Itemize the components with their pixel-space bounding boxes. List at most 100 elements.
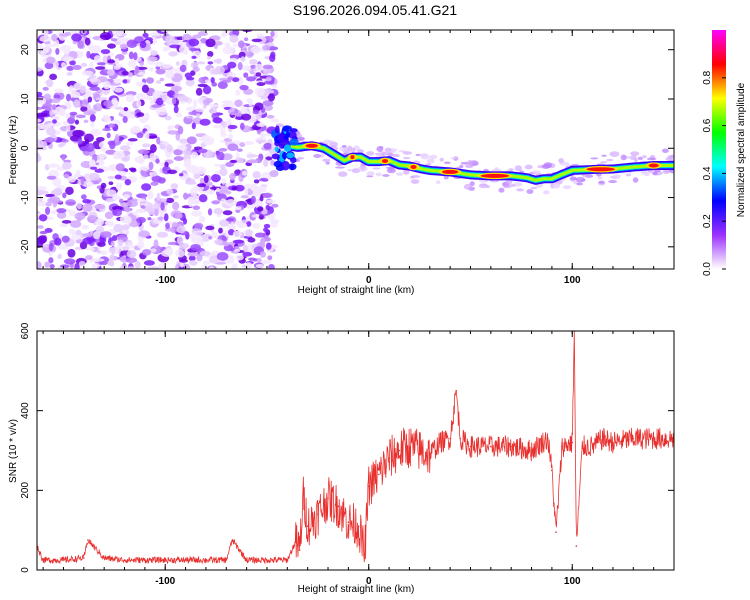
noise-speckle	[73, 99, 81, 109]
noise-speckle	[202, 104, 207, 109]
noise-speckle	[245, 229, 253, 237]
noise-speckle	[45, 44, 50, 53]
snr-y-tick-label: 400	[20, 402, 31, 419]
noise-speckle	[86, 50, 91, 59]
noise-speckle	[61, 154, 66, 161]
noise-speckle	[198, 194, 208, 203]
noise-speckle	[147, 266, 160, 269]
noise-speckle	[46, 56, 56, 64]
noise-speckle	[125, 257, 138, 263]
ridge-haze	[640, 169, 648, 175]
ridge-haze	[402, 151, 413, 155]
noise-speckle	[162, 47, 168, 52]
noise-speckle	[221, 100, 233, 104]
noise-speckle	[126, 249, 137, 258]
colorbar: 0.0 0.2 0.4 0.6 0.8 Normalized spectral ampl…	[702, 30, 747, 276]
noise-speckle	[228, 133, 234, 140]
noise-speckle	[64, 31, 71, 37]
noise-speckle	[99, 231, 112, 238]
noise-speckle	[99, 250, 108, 256]
noise-speckle	[155, 80, 162, 84]
noise-speckle	[66, 175, 77, 183]
noise-speckle	[117, 170, 127, 176]
noise-speckle	[235, 255, 244, 261]
noise-speckle	[52, 104, 57, 110]
noise-speckle	[97, 241, 106, 247]
noise-speckle	[104, 211, 114, 220]
ridge-haze	[503, 186, 512, 189]
ridge-haze	[386, 168, 396, 174]
noise-speckle	[207, 61, 214, 65]
snr-data-point	[601, 437, 604, 440]
snr-data-point	[551, 469, 553, 472]
noise-speckle	[89, 61, 94, 70]
ridge-haze	[620, 154, 627, 161]
ridge-haze	[325, 161, 330, 165]
noise-speckle	[160, 202, 165, 211]
noise-speckle	[253, 200, 264, 208]
noise-speckle	[68, 210, 77, 217]
noise-speckle	[92, 258, 105, 262]
noise-speckle	[247, 237, 256, 243]
noise-speckle	[183, 192, 188, 200]
ridge-haze	[597, 176, 603, 180]
noise-speckle	[246, 98, 252, 103]
noise-speckle	[107, 123, 116, 128]
noise-speckle	[161, 94, 167, 102]
snr-data-point	[581, 445, 584, 448]
noise-speckle	[87, 96, 93, 103]
noise-speckle	[156, 136, 161, 145]
noise-speckle	[44, 261, 51, 268]
noise-speckle	[164, 161, 169, 168]
ridge-haze	[425, 163, 432, 166]
noise-speckle	[199, 177, 204, 184]
ridge-haze	[398, 150, 406, 153]
snr-y-tick-label: 600	[20, 322, 31, 339]
noise-speckle	[266, 199, 276, 204]
snr-data-point	[418, 449, 421, 452]
snr-data-point	[62, 559, 65, 561]
noise-speckle	[70, 91, 81, 99]
noise-speckle	[252, 170, 261, 179]
noise-speckle	[227, 143, 239, 152]
noise-speckle	[37, 200, 48, 207]
noise-speckle	[95, 66, 106, 70]
noise-speckle	[243, 88, 254, 95]
noise-speckle	[134, 155, 146, 164]
noise-speckle	[208, 235, 213, 240]
noise-speckle	[164, 83, 175, 87]
noise-speckle	[263, 227, 269, 233]
noise-speckle	[56, 208, 67, 214]
noise-speckle	[211, 231, 218, 238]
snr-panel: -100 0 100 0 200 400 600 Height of straight li…	[8, 322, 675, 595]
noise-speckle	[214, 163, 221, 167]
noise-speckle	[202, 85, 212, 95]
ridge-haze	[551, 182, 561, 189]
ridge-haze	[646, 157, 657, 161]
noise-speckle	[231, 77, 240, 83]
noise-speckle	[144, 112, 150, 121]
ridge-haze	[661, 148, 669, 153]
noise-speckle	[109, 141, 116, 150]
noise-speckle	[253, 258, 258, 262]
noise-speckle	[136, 208, 144, 213]
noise-speckle	[113, 78, 122, 84]
spectrogram-y-tick-label: -10	[20, 190, 31, 205]
colorbar-ticks: 0.0 0.2 0.4 0.6 0.8	[702, 70, 726, 276]
ridge-haze	[606, 158, 614, 162]
snr-data-point	[347, 521, 350, 523]
noise-speckle	[243, 72, 249, 78]
snr-data-point	[398, 449, 401, 452]
noise-speckle	[126, 141, 134, 146]
noise-speckle	[192, 34, 202, 39]
noise-speckle	[246, 204, 255, 209]
noise-speckle	[160, 30, 173, 33]
noise-speckle	[42, 86, 49, 91]
noise-speckle	[108, 181, 114, 186]
noise-speckle	[141, 183, 152, 191]
noise-speckle	[126, 39, 138, 48]
snr-data-point	[164, 559, 167, 561]
noise-speckle	[39, 214, 48, 222]
noise-speckle	[82, 233, 93, 238]
ridge-onset-blob	[287, 131, 297, 139]
